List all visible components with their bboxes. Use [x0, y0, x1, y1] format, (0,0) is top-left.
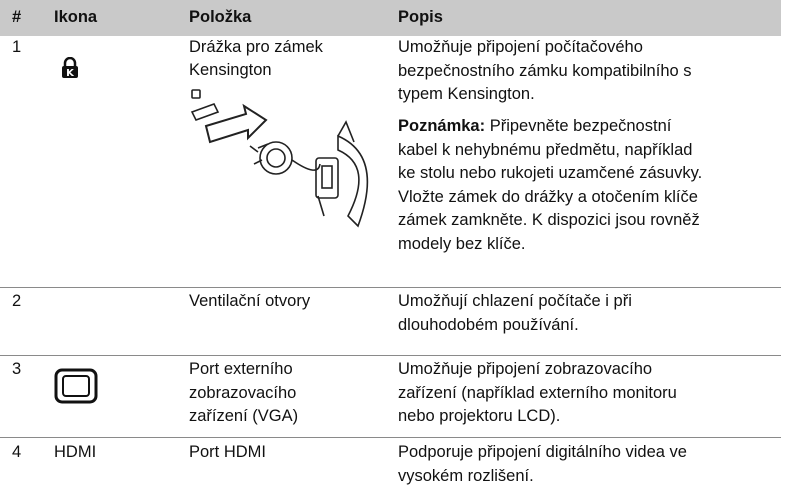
note-line: Vložte zámek do drážky a otočením klíče — [398, 187, 698, 206]
description-line: Umožňuje připojení zobrazovacího — [398, 360, 653, 378]
note-line: kabel k nehybnému předmětu, například — [398, 140, 693, 159]
row-separator — [0, 355, 781, 356]
row-separator — [0, 437, 781, 438]
header-cell: Ikona — [54, 8, 98, 26]
row-number: 2 — [12, 292, 22, 310]
icon-text: HDMI — [54, 443, 97, 461]
note-label: Poznámka: — [398, 117, 486, 135]
description-line: Podporuje připojení digitálního videa ve — [398, 443, 687, 461]
kensington-icon: K — [62, 57, 78, 79]
note-line: Poznámka: Připevněte bezpečnostní — [398, 115, 671, 139]
description-line: Umožňují chlazení počítače i při — [398, 292, 632, 310]
row-number: 1 — [12, 38, 22, 56]
item-name: Kensington — [189, 61, 272, 79]
table-header — [0, 0, 781, 36]
header-cell: # — [12, 8, 22, 26]
row-separator — [0, 287, 781, 288]
item-name: zobrazovacího — [189, 383, 297, 402]
item-name: Ventilační otvory — [189, 292, 311, 310]
row-number: 3 — [12, 360, 22, 378]
vga-icon — [54, 368, 98, 404]
row-number: 4 — [12, 443, 22, 461]
note-line: zámek zamkněte. K dispozici jsou rovněž — [398, 211, 700, 229]
description-line: Umožňuje připojení počítačového — [398, 38, 643, 56]
note-text: Připevněte bezpečnostní — [489, 117, 672, 135]
svg-text:K: K — [66, 68, 75, 79]
item-name: Port HDMI — [189, 443, 267, 461]
note-line: ke stolu nebo rukojeti uzamčené zásuvky. — [398, 164, 703, 182]
description-line: bezpečnostního zámku kompatibilního s — [398, 61, 692, 80]
item-name: zařízení (VGA) — [189, 407, 299, 425]
note-line: modely bez klíče. — [398, 234, 526, 253]
description-line: vysokém rozlišení. — [398, 466, 534, 485]
header-cell: Položka — [189, 8, 252, 26]
header-cell: Popis — [398, 8, 443, 26]
description-line: zařízení (například externího monitoru — [398, 383, 677, 402]
description-line: typem Kensington. — [398, 85, 535, 103]
kensington-illustration — [190, 89, 369, 228]
item-name: Drážka pro zámek — [189, 38, 323, 56]
description-line: dlouhodobém používání. — [398, 315, 579, 334]
item-name: Port externího — [189, 360, 293, 378]
description-line: nebo projektoru LCD). — [398, 407, 561, 425]
